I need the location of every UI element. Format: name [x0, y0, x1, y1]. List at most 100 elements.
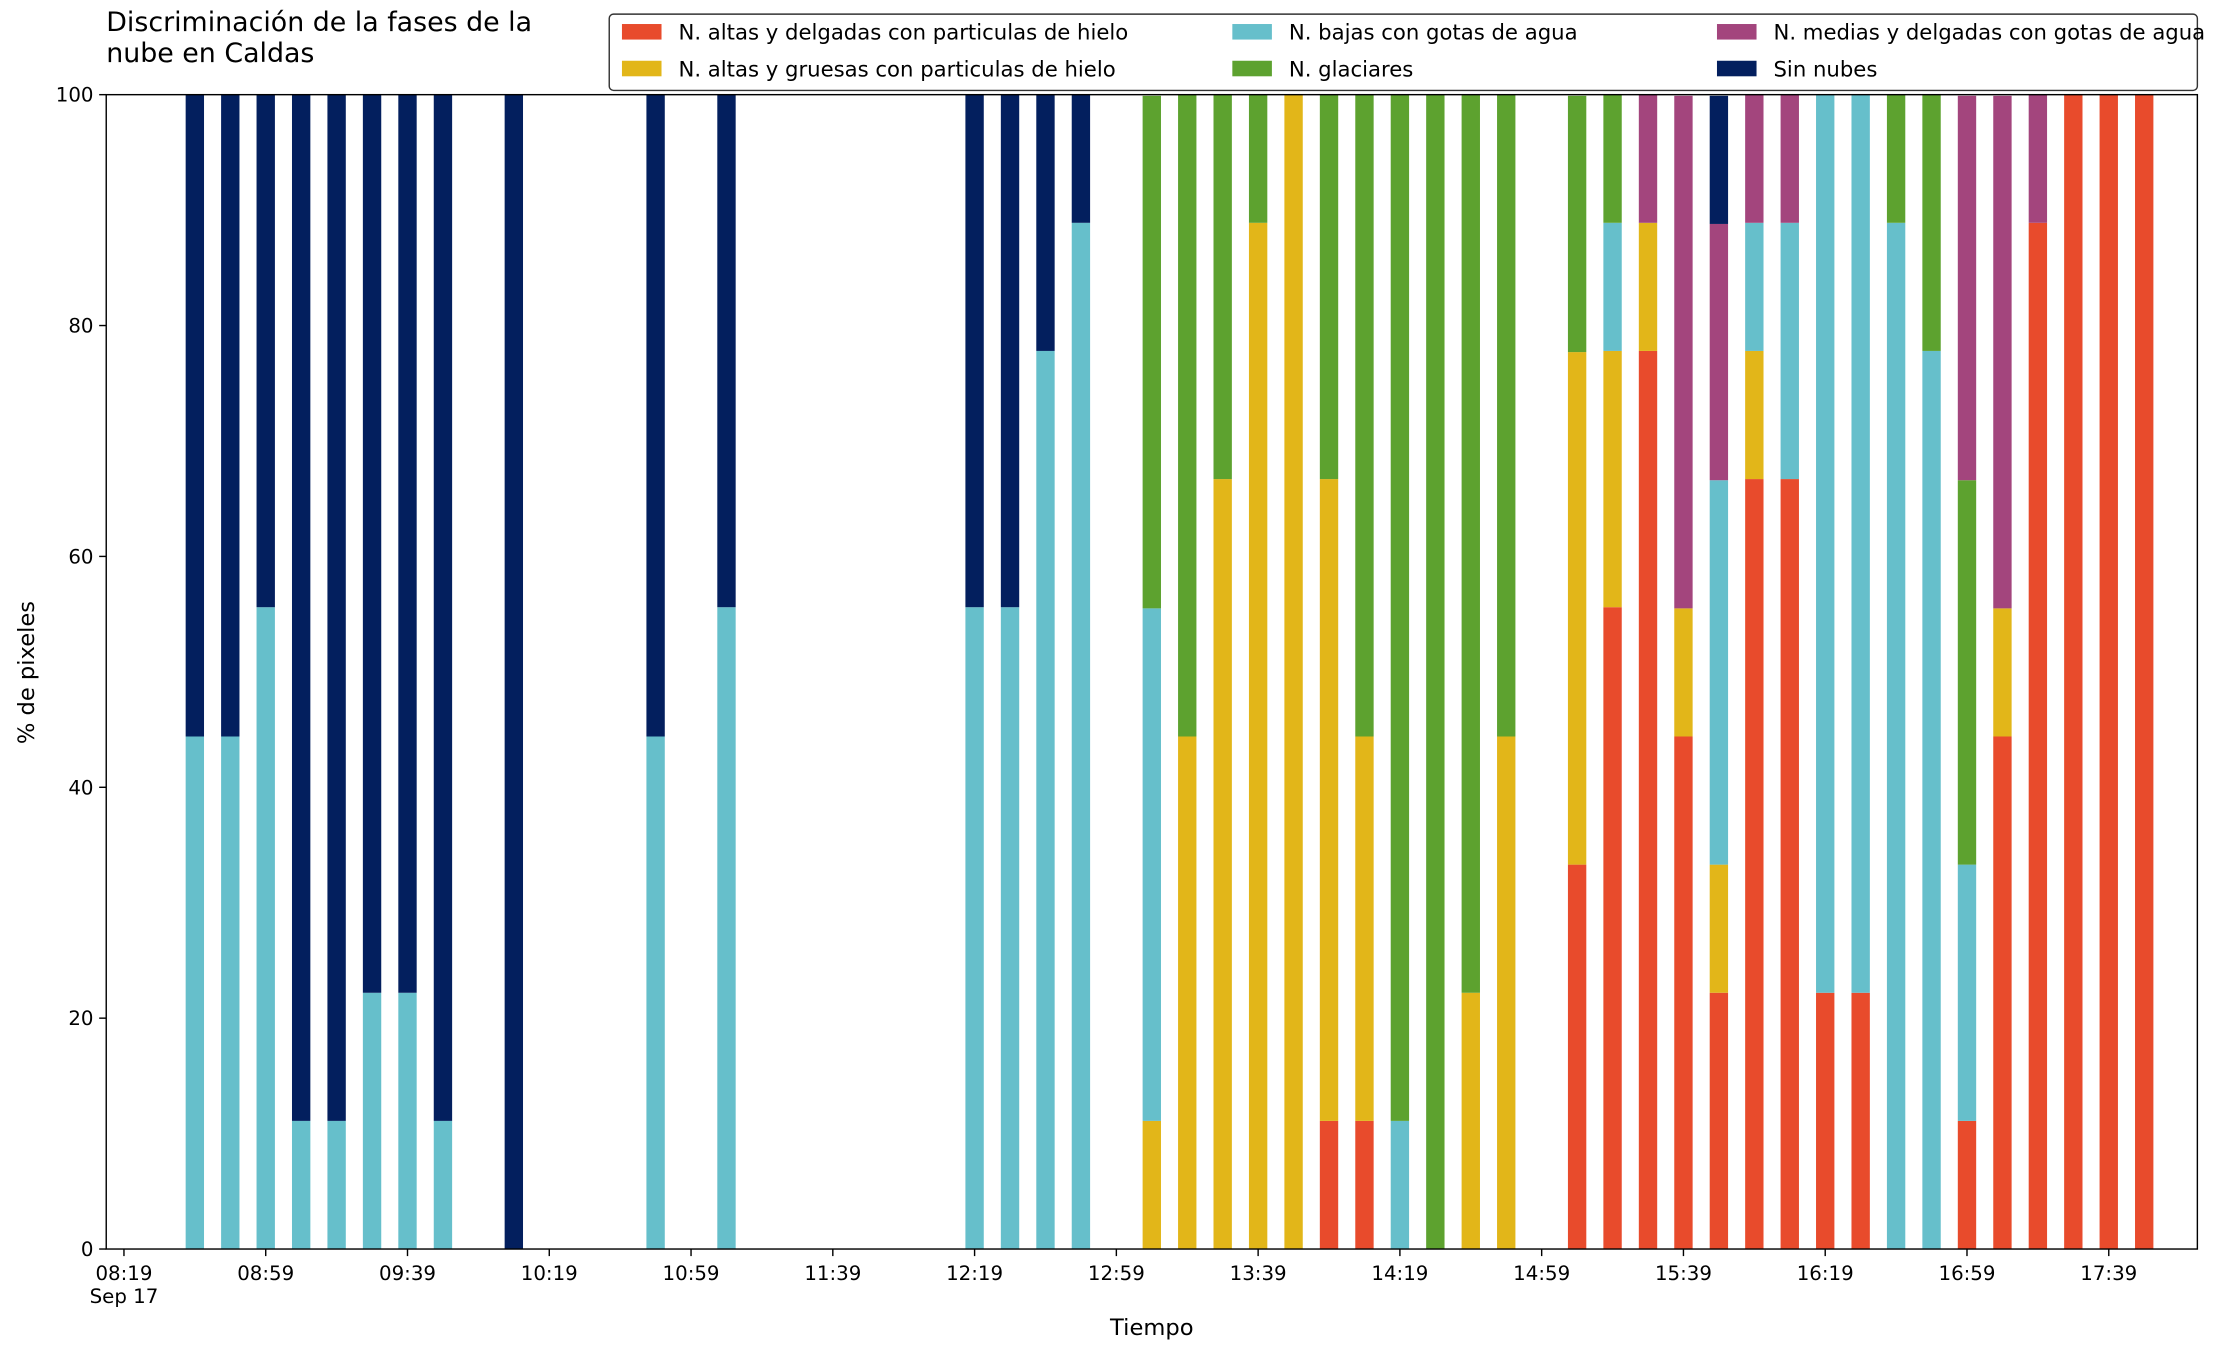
bar-segment [291, 94, 311, 1121]
bar-segment [1709, 223, 1729, 481]
bar-segment [1816, 94, 1835, 993]
bar-segment [1745, 222, 1764, 351]
x-tick-label: 09:39 [379, 1262, 436, 1285]
bar-segment [1142, 608, 1161, 1121]
y-axis-label: % de pixeles [14, 601, 40, 744]
chart-title: Discriminación de la fases de la nube en … [106, 7, 532, 69]
bar-segment [221, 736, 240, 1250]
legend-swatch [1232, 24, 1272, 40]
bar-segment [2099, 94, 2118, 1250]
x-tick-label: 14:19 [1371, 1262, 1428, 1285]
bar-segment [362, 94, 382, 993]
bar-segment [1036, 94, 1055, 351]
x-tick-label: 12:59 [1088, 1262, 1145, 1285]
bar-segment [1248, 222, 1268, 1250]
bar-segment [1780, 94, 1799, 223]
bar-segment [965, 94, 984, 608]
bar-segment [1709, 864, 1729, 993]
x-tick-label: 15:39 [1655, 1262, 1712, 1285]
bar-segment [221, 94, 240, 737]
bar-segment [256, 607, 275, 1250]
bar-segment [1567, 352, 1587, 865]
y-tick-label: 60 [68, 545, 93, 568]
bar-segment [1993, 736, 2012, 1250]
bar-segment [2064, 94, 2083, 1250]
y-tick-label: 40 [68, 776, 93, 799]
bar-segment [1567, 95, 1587, 353]
x-tick-label: 12:19 [946, 1262, 1003, 1285]
bar-segment [1000, 94, 1020, 608]
bar-segment [185, 736, 205, 1250]
bar-segment [1426, 94, 1445, 1250]
x-tick-label: 13:39 [1230, 1262, 1287, 1285]
bar-segment [327, 1120, 346, 1250]
bar-segment [1745, 350, 1764, 480]
legend-swatch [621, 24, 662, 40]
legend-label: N. bajas con gotas de agua [1289, 20, 1578, 45]
x-axis-label: Tiempo [1109, 1315, 1193, 1341]
bar-segment [1638, 94, 1658, 223]
bar-segment [1000, 607, 1020, 1250]
bar-segment [1319, 1120, 1339, 1250]
bar-segment [1957, 864, 1977, 1121]
bar-segment [256, 94, 275, 608]
bar-segment [1497, 94, 1516, 737]
legend-swatch [1716, 24, 1757, 40]
bar-segment [1071, 94, 1091, 223]
bar-segment [504, 94, 524, 1250]
bar-segment [1319, 94, 1339, 480]
x-tick-label: 16:19 [1797, 1262, 1854, 1285]
bar-segment [1851, 94, 1870, 993]
legend-label: N. altas y gruesas con particulas de hie… [678, 56, 1115, 81]
bar-segment [185, 94, 205, 737]
bar-segment [1071, 222, 1091, 1250]
x-tick-label: 10:19 [521, 1262, 578, 1285]
bar-segment [1461, 992, 1480, 1250]
bar-segment [1709, 480, 1729, 865]
bar-segment [1957, 95, 1977, 481]
bar-segment [2028, 94, 2048, 223]
x-tick-label: 11:39 [804, 1262, 861, 1285]
bar-segment [433, 94, 453, 1121]
bar-segment [1319, 479, 1339, 1121]
bar-segment [1674, 608, 1693, 737]
bar-segment [1355, 94, 1374, 737]
bar-segment [398, 992, 417, 1250]
plot-frame [105, 93, 2199, 1250]
bar-segment [646, 94, 665, 737]
bar-segment [1993, 608, 2012, 737]
x-tick-label: 17:39 [2080, 1262, 2137, 1285]
bar-segment [1461, 94, 1480, 993]
bar-segment [1142, 95, 1161, 609]
bar-segment [1390, 1120, 1410, 1250]
legend-swatch [1716, 60, 1757, 77]
bar-segment [1213, 94, 1232, 480]
bar-segment [1213, 479, 1232, 1250]
bar-segment [1780, 479, 1799, 1250]
bar-segment [1355, 1120, 1374, 1250]
bar-segment [1603, 222, 1622, 351]
bar-segment [1674, 95, 1693, 609]
bar-segment [1497, 736, 1516, 1250]
y-tick-label: 80 [68, 315, 93, 338]
bar-segment [291, 1120, 311, 1250]
legend-box [608, 13, 2199, 92]
bar-segment [1745, 94, 1764, 223]
bar-segment [1638, 222, 1658, 351]
legend-label: N. glaciares [1289, 56, 1413, 81]
bar-segment [1886, 222, 1906, 1250]
bar-segment [1851, 992, 1870, 1250]
bar-segment [965, 607, 984, 1250]
legend-swatch [1232, 60, 1272, 77]
y-tick-label: 100 [56, 84, 94, 107]
bar-segment [1886, 94, 1906, 223]
bar-segment [398, 94, 417, 993]
x-tick-label: 10:59 [663, 1262, 720, 1285]
x-tick-label: 14:59 [1513, 1262, 1570, 1285]
bar-segment [1284, 94, 1303, 1250]
bar-segment [1709, 992, 1729, 1250]
bar-segment [2028, 222, 2048, 1250]
legend-label: Sin nubes [1773, 56, 1877, 81]
legend-swatch [621, 60, 662, 77]
